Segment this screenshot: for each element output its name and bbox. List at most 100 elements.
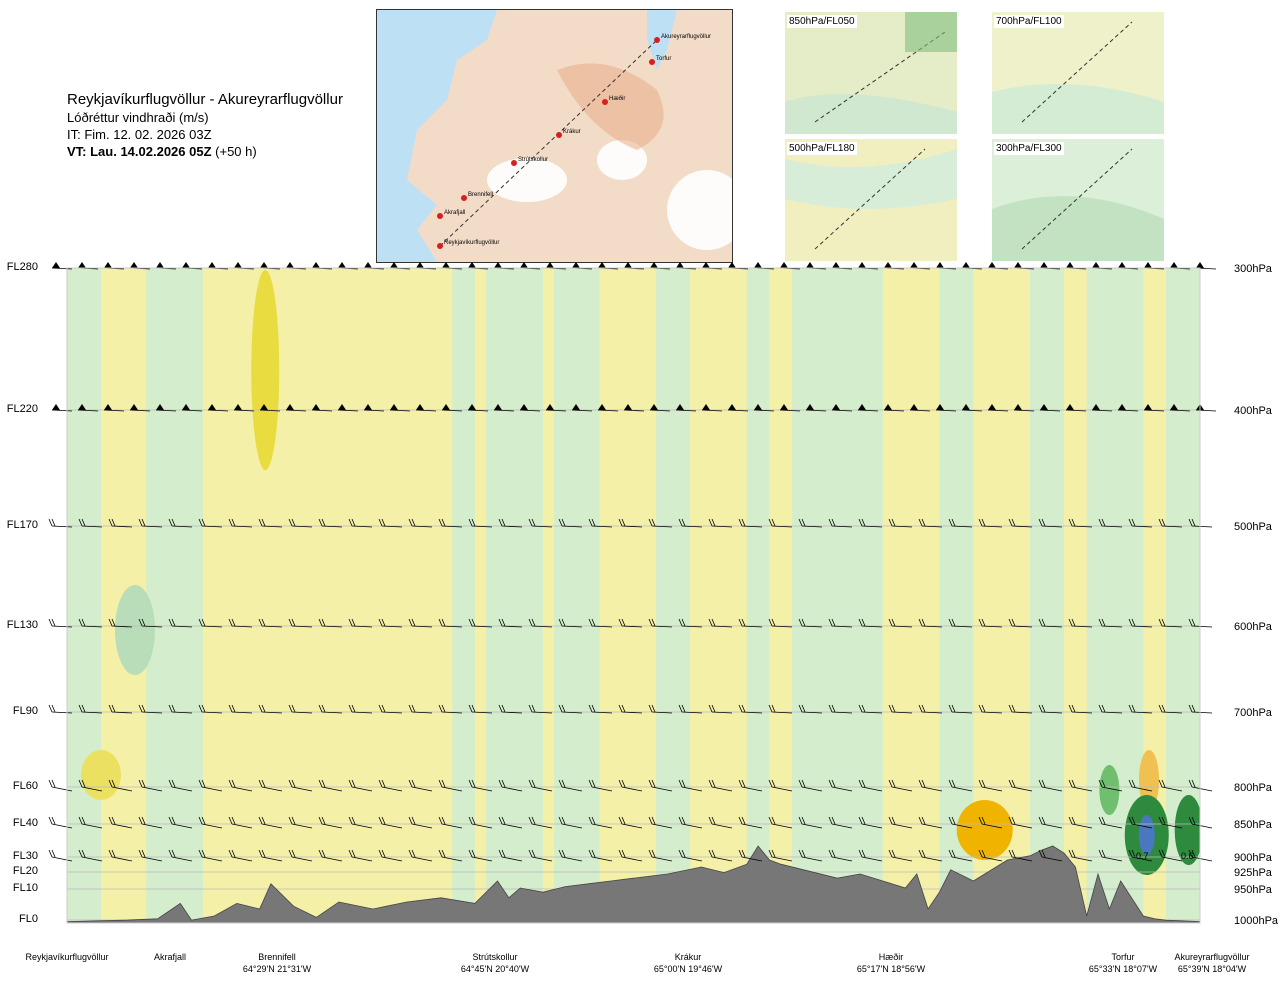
lift-band bbox=[1030, 268, 1065, 923]
wind-barb bbox=[1098, 618, 1123, 628]
wind-barb bbox=[138, 704, 163, 714]
wind-barb bbox=[1038, 779, 1063, 792]
wind-barb bbox=[228, 618, 253, 628]
wind-barb bbox=[138, 849, 163, 862]
wind-barb bbox=[1008, 704, 1033, 714]
pressure-level-label: 950hPa bbox=[1234, 884, 1272, 896]
wind-barb bbox=[198, 704, 223, 714]
wind-barb bbox=[618, 816, 643, 829]
wind-barb bbox=[1158, 518, 1183, 528]
wind-barb bbox=[918, 518, 943, 528]
wind-barb bbox=[228, 849, 253, 862]
pressure-level-label: 900hPa bbox=[1234, 852, 1272, 864]
location-label: Krákur 65°00'N 19°46'W bbox=[654, 951, 722, 975]
wind-barb bbox=[918, 849, 943, 862]
wind-barb bbox=[318, 849, 343, 862]
wind-barb bbox=[438, 704, 463, 714]
wind-barb bbox=[48, 618, 73, 628]
wind-barb bbox=[798, 816, 823, 829]
wind-barb bbox=[618, 704, 643, 714]
wind-barb bbox=[348, 704, 373, 714]
wind-barb bbox=[588, 618, 613, 628]
wind-barb bbox=[597, 404, 619, 412]
wind-barb bbox=[798, 618, 823, 628]
wind-barb bbox=[708, 618, 733, 628]
wind-barb bbox=[108, 618, 133, 628]
wind-barb bbox=[708, 518, 733, 528]
wind-barb bbox=[408, 779, 433, 792]
wind-barb bbox=[288, 518, 313, 528]
wind-barb bbox=[798, 849, 823, 862]
wind-barb bbox=[138, 816, 163, 829]
wind-barb bbox=[168, 816, 193, 829]
wind-barb bbox=[1038, 618, 1063, 628]
wind-barb bbox=[318, 704, 343, 714]
flight-level-label: FL40 bbox=[12, 817, 38, 829]
location-label: Torfur 65°33'N 18°07'W bbox=[1089, 951, 1157, 975]
wind-barb bbox=[228, 704, 253, 714]
wind-barb bbox=[1158, 779, 1183, 792]
contour-annotation: 0.7 bbox=[1136, 851, 1149, 861]
wind-barb bbox=[468, 518, 493, 528]
flight-level-label: FL0 bbox=[19, 913, 38, 925]
wind-barb bbox=[828, 518, 853, 528]
wind-barb bbox=[288, 704, 313, 714]
wind-barb bbox=[48, 518, 73, 528]
wind-barb bbox=[588, 849, 613, 862]
wind-barb bbox=[1188, 779, 1213, 792]
wind-barb bbox=[348, 518, 373, 528]
wind-barb bbox=[1188, 618, 1213, 628]
wind-barb bbox=[909, 404, 931, 412]
wind-barb bbox=[708, 849, 733, 862]
wind-barb bbox=[51, 262, 73, 270]
wind-barb bbox=[498, 816, 523, 829]
wind-barb bbox=[528, 704, 553, 714]
wind-barb bbox=[768, 816, 793, 829]
issue-time: IT: Fim. 12. 02. 2026 03Z bbox=[67, 127, 212, 142]
wind-barb bbox=[138, 618, 163, 628]
wind-barb bbox=[678, 849, 703, 862]
wind-barb bbox=[318, 618, 343, 628]
wind-barb bbox=[623, 404, 645, 412]
lift-band bbox=[486, 268, 543, 923]
location-name: Torfur bbox=[1111, 952, 1135, 962]
pressure-level-label: 600hPa bbox=[1234, 621, 1272, 633]
wind-barb bbox=[888, 816, 913, 829]
wind-barb bbox=[168, 618, 193, 628]
flight-level-label: FL30 bbox=[12, 850, 38, 862]
wind-barb bbox=[1188, 704, 1213, 714]
panel-850: 850hPa/FL050 bbox=[785, 12, 957, 134]
wind-barb bbox=[888, 618, 913, 628]
wind-barb bbox=[138, 518, 163, 528]
panel-700-label: 700hPa/FL100 bbox=[994, 15, 1064, 28]
location-coord: 64°29'N 21°31'W bbox=[242, 964, 312, 974]
flight-level-label: FL170 bbox=[6, 519, 38, 531]
wind-barb bbox=[708, 704, 733, 714]
location-label: Reykjavíkurflugvöllur bbox=[25, 951, 108, 963]
location-coord: 65°00'N 19°46'W bbox=[653, 964, 723, 974]
wind-barb bbox=[168, 779, 193, 792]
wind-barb bbox=[558, 518, 583, 528]
wind-barb bbox=[1128, 618, 1153, 628]
location-coord: 65°39'N 18°04'W bbox=[1177, 964, 1247, 974]
wind-barb bbox=[1008, 518, 1033, 528]
wind-barb bbox=[1098, 849, 1123, 862]
wind-barb bbox=[438, 779, 463, 792]
wind-barb bbox=[498, 518, 523, 528]
wind-barb bbox=[753, 404, 775, 412]
wind-barb bbox=[828, 704, 853, 714]
lift-band bbox=[67, 268, 101, 923]
wind-barb bbox=[1128, 849, 1153, 862]
wind-barb bbox=[678, 779, 703, 792]
wind-barb bbox=[978, 849, 1003, 862]
map-point bbox=[602, 99, 608, 105]
flight-level-label: FL10 bbox=[12, 882, 38, 894]
wind-barb bbox=[438, 849, 463, 862]
wind-barb bbox=[138, 779, 163, 792]
pressure-level-label: 1000hPa bbox=[1234, 915, 1279, 927]
location-coord: 65°17'N 18°56'W bbox=[856, 964, 926, 974]
wind-barb bbox=[978, 618, 1003, 628]
wind-barb bbox=[648, 849, 673, 862]
wind-barb bbox=[108, 849, 133, 862]
flight-level-label: FL130 bbox=[6, 619, 38, 631]
